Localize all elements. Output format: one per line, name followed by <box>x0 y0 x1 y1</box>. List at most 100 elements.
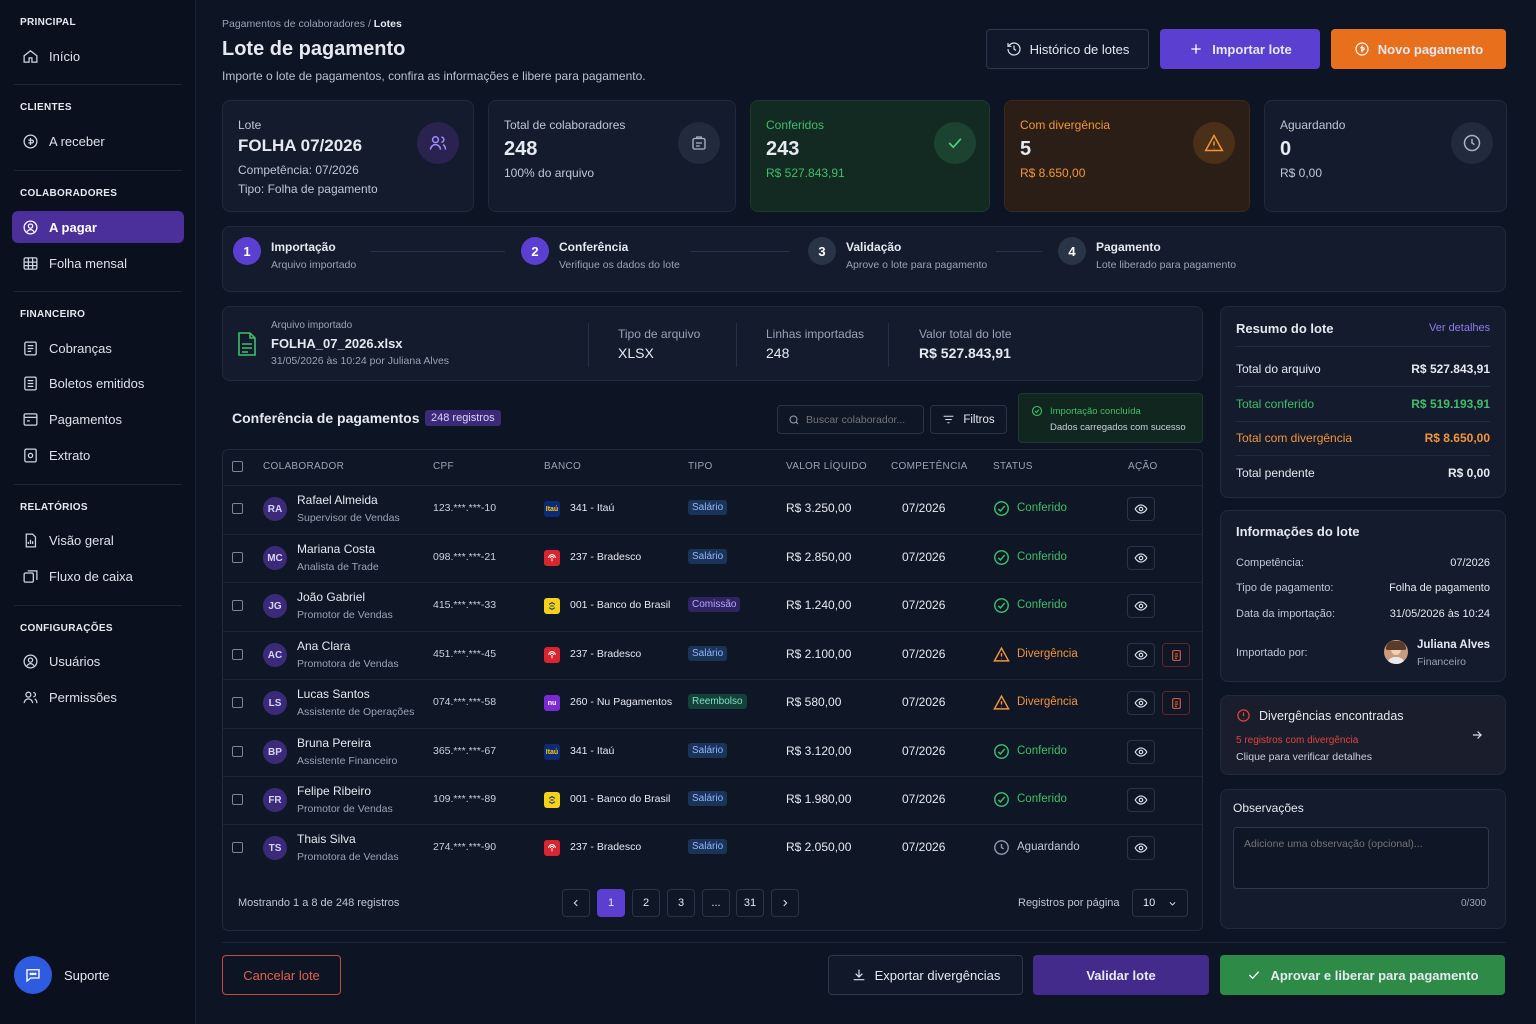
file-lines-label: Linhas importadas <box>766 327 865 341</box>
table-row[interactable] <box>223 824 1202 872</box>
new-payment-button[interactable]: Novo pagamento <box>1331 29 1506 69</box>
table-row[interactable] <box>223 728 1202 776</box>
cpf-cell: 365.***.***-67 <box>433 745 497 757</box>
summary-card <box>1220 306 1506 498</box>
home-icon <box>23 49 38 63</box>
filters-button[interactable]: Filtros <box>930 405 1007 434</box>
avatar: TS <box>263 836 287 860</box>
divergence-detail-button[interactable] <box>1162 691 1190 715</box>
sidebar-item-pagamentos[interactable]: Pagamentos <box>12 403 184 435</box>
row-checkbox[interactable] <box>232 600 243 611</box>
search-input[interactable] <box>806 413 916 426</box>
chevron-right-icon <box>783 899 788 907</box>
file-total-label: Valor total do lote <box>919 327 1012 341</box>
prev-page-button[interactable] <box>562 889 590 917</box>
bank-logo-icon: Itaú <box>544 744 560 760</box>
stepper <box>222 226 1506 292</box>
summary-details-link[interactable]: Ver detalhes <box>1429 322 1491 334</box>
page-button-31[interactable]: 31 <box>736 889 764 917</box>
info-label: Tipo de pagamento: <box>1236 582 1334 594</box>
sidebar-item-permissoes[interactable]: Permissões <box>12 681 184 713</box>
table-row[interactable] <box>223 631 1202 679</box>
select-all-checkbox[interactable] <box>232 461 243 472</box>
table-row[interactable] <box>223 534 1202 582</box>
table-row[interactable] <box>223 679 1202 727</box>
sidebar-item-visao-geral[interactable]: Visão geral <box>12 524 184 556</box>
sidebar-item-boletos[interactable]: Boletos emitidos <box>12 367 184 399</box>
column-header[interactable]: STATUS <box>993 461 1033 472</box>
step-conferencia[interactable]: 2 Conferência Verifique os dados do lote <box>521 237 680 271</box>
divergences-card[interactable] <box>1220 695 1506 775</box>
row-checkbox[interactable] <box>232 503 243 514</box>
user-circle-icon <box>23 219 38 235</box>
row-checkbox[interactable] <box>232 697 243 708</box>
table-row[interactable] <box>223 582 1202 630</box>
row-checkbox[interactable] <box>232 552 243 563</box>
table-row[interactable] <box>223 776 1202 824</box>
view-button[interactable] <box>1127 788 1155 812</box>
row-checkbox[interactable] <box>232 794 243 805</box>
view-button[interactable] <box>1127 836 1155 860</box>
cash-flow-icon <box>23 569 38 583</box>
column-header[interactable]: COMPETÊNCIA <box>891 461 968 472</box>
view-button[interactable] <box>1127 740 1155 764</box>
page-button-3[interactable]: 3 <box>667 889 695 917</box>
plus-icon <box>1191 44 1201 54</box>
view-button[interactable] <box>1127 594 1155 618</box>
column-header[interactable]: CPF <box>433 461 454 472</box>
divider <box>14 170 182 171</box>
sidebar-item-cobrancas[interactable]: Cobranças <box>12 332 184 364</box>
summary-row-label: Total pendente <box>1236 466 1315 480</box>
table-row[interactable] <box>223 485 1202 533</box>
sidebar-item-folha-mensal[interactable]: Folha mensal <box>12 247 184 279</box>
bank-cell: 001 - Banco do Brasil <box>570 793 671 805</box>
sidebar-item-a-receber[interactable]: A receber <box>12 125 184 157</box>
sidebar-item-extrato[interactable]: Extrato <box>12 439 184 471</box>
row-checkbox[interactable] <box>232 842 243 853</box>
sidebar-item-fluxo[interactable]: Fluxo de caixa <box>12 560 184 592</box>
column-header[interactable]: VALOR LÍQUIDO <box>786 461 867 472</box>
employee-name: João Gabriel <box>297 590 366 604</box>
divergence-detail-button[interactable] <box>1162 643 1190 667</box>
step-importacao[interactable]: 1 Importação Arquivo importado <box>233 237 356 271</box>
status-badge: Divergência <box>1017 648 1078 660</box>
view-button[interactable] <box>1127 643 1155 667</box>
view-button[interactable] <box>1127 546 1155 570</box>
row-checkbox[interactable] <box>232 746 243 757</box>
info-row: Data da importação: 31/05/2026 às 10:24 <box>1236 608 1490 620</box>
step-validacao[interactable]: 3 Validação Aprove o lote para pagamento <box>808 237 987 271</box>
avatar: FR <box>263 788 287 812</box>
step-pagamento[interactable]: 4 Pagamento Lote liberado para pagamento <box>1058 237 1236 271</box>
document-alert-icon <box>1171 649 1181 661</box>
notes-textarea[interactable] <box>1233 827 1489 889</box>
breadcrumb-parent[interactable]: Pagamentos de colaboradores <box>222 18 366 30</box>
column-header[interactable]: TIPO <box>688 461 713 472</box>
sidebar-item-label: A pagar <box>49 219 97 235</box>
status-badge: Conferido <box>1017 502 1067 514</box>
validate-batch-button[interactable]: Validar lote <box>1033 955 1209 995</box>
stat-total-value: 248 <box>504 138 538 160</box>
column-header[interactable]: BANCO <box>544 461 582 472</box>
export-divergences-button[interactable]: Exportar divergências <box>828 955 1023 995</box>
sidebar-item-inicio[interactable]: Início <box>12 40 184 72</box>
divergences-sub: Clique para verificar detalhes <box>1236 751 1372 763</box>
history-button[interactable]: Histórico de lotes <box>986 29 1149 69</box>
receipt-icon <box>24 340 37 356</box>
approve-release-button[interactable]: Aprovar e liberar para pagamento <box>1220 955 1505 995</box>
support-button[interactable]: Suporte <box>14 956 110 994</box>
page-button-2[interactable]: 2 <box>632 889 660 917</box>
page-button-1[interactable]: 1 <box>597 889 625 917</box>
next-page-button[interactable] <box>771 889 799 917</box>
sidebar-item-a-pagar[interactable]: A pagar <box>12 211 184 243</box>
cancel-batch-button[interactable]: Cancelar lote <box>222 955 341 995</box>
user-circle-icon <box>23 653 38 669</box>
view-button[interactable] <box>1127 691 1155 715</box>
status-badge: Conferido <box>1017 551 1067 563</box>
import-button[interactable]: Importar lote <box>1160 29 1320 69</box>
column-header[interactable]: COLABORADOR <box>263 461 345 472</box>
per-page-select[interactable]: 10 <box>1132 889 1188 917</box>
search-box[interactable] <box>777 405 924 434</box>
row-checkbox[interactable] <box>232 649 243 660</box>
sidebar-item-usuarios[interactable]: Usuários <box>12 645 184 677</box>
view-button[interactable] <box>1127 497 1155 521</box>
